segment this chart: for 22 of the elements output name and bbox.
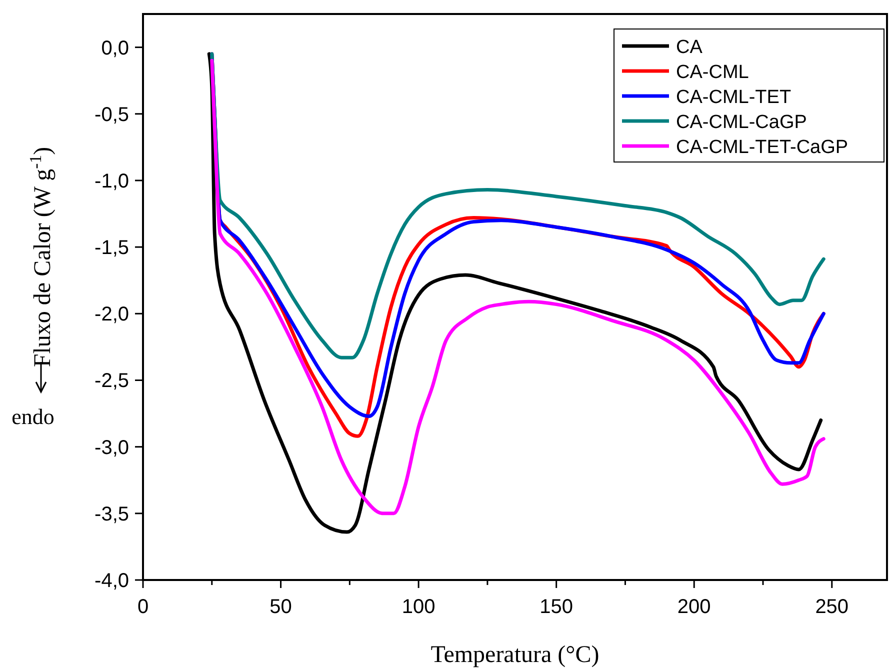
x-tick-label: 0 bbox=[137, 596, 149, 618]
text: endo bbox=[12, 404, 54, 429]
legend-label: CA-CML-CaGP bbox=[676, 112, 807, 133]
y-tick-label: -3,0 bbox=[94, 436, 129, 459]
y-tick-label: -2,5 bbox=[94, 370, 129, 392]
x-tick-label: 50 bbox=[270, 596, 292, 618]
legend-label: CA-CML bbox=[676, 62, 749, 83]
legend-label: CA-CML-TET-CaGP bbox=[676, 137, 848, 158]
y-tick-label: -2,0 bbox=[94, 304, 129, 326]
y-tick-label: -3,5 bbox=[94, 503, 129, 526]
y-tick-label: -1,0 bbox=[94, 170, 129, 192]
legend-label: CA bbox=[676, 37, 703, 58]
x-axis-title: Temperatura (°C) bbox=[430, 642, 600, 668]
y-tick-label: -4,0 bbox=[94, 570, 129, 592]
x-tick-label: 250 bbox=[815, 596, 849, 618]
legend-label: CA-CML-TET bbox=[676, 87, 792, 108]
y-tick-label: -1,5 bbox=[94, 237, 129, 260]
x-tick-label: 100 bbox=[402, 596, 436, 618]
x-tick-label: 150 bbox=[540, 596, 574, 618]
y-tick-label: 0,0 bbox=[101, 37, 129, 60]
y-tick-label: -0,5 bbox=[94, 104, 129, 126]
x-tick-label: 200 bbox=[677, 596, 711, 618]
